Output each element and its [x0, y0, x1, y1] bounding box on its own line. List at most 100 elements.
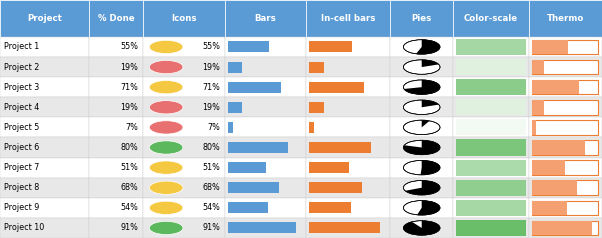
Bar — [532, 180, 577, 195]
Bar — [306, 77, 390, 97]
Bar — [529, 37, 602, 57]
Bar — [456, 139, 526, 156]
Bar — [228, 223, 296, 233]
Bar — [89, 37, 143, 57]
Bar — [306, 57, 390, 77]
Bar — [390, 117, 453, 138]
Bar — [309, 162, 349, 173]
Bar — [456, 200, 526, 216]
Bar — [306, 138, 390, 158]
Text: 91%: 91% — [202, 223, 220, 233]
Circle shape — [403, 100, 440, 114]
Bar — [529, 198, 602, 218]
Bar — [453, 77, 529, 97]
Bar — [143, 0, 225, 37]
Bar — [309, 102, 324, 113]
Bar — [143, 138, 225, 158]
Text: 71%: 71% — [202, 83, 220, 92]
Text: Project 3: Project 3 — [4, 83, 40, 92]
Wedge shape — [416, 40, 440, 54]
Bar — [225, 37, 306, 57]
Text: 19%: 19% — [120, 63, 138, 72]
Circle shape — [403, 120, 440, 135]
Bar — [532, 60, 544, 74]
Bar — [532, 201, 567, 215]
Bar — [453, 0, 529, 37]
Bar — [143, 37, 225, 57]
Bar — [0, 97, 89, 117]
Text: Project 6: Project 6 — [4, 143, 40, 152]
Text: Bars: Bars — [254, 14, 276, 23]
Wedge shape — [421, 60, 439, 67]
Bar — [225, 138, 306, 158]
Bar — [228, 41, 269, 52]
Text: 68%: 68% — [121, 183, 138, 192]
Circle shape — [149, 161, 183, 174]
Bar — [532, 100, 544, 114]
Wedge shape — [421, 160, 440, 175]
Bar — [309, 41, 352, 52]
Bar — [0, 0, 89, 37]
Bar — [306, 178, 390, 198]
Bar — [228, 182, 279, 193]
Text: Project 1: Project 1 — [4, 42, 40, 51]
Circle shape — [149, 40, 183, 54]
Bar — [89, 77, 143, 97]
Bar — [89, 198, 143, 218]
Bar — [89, 158, 143, 178]
Circle shape — [149, 181, 183, 194]
Bar — [0, 37, 89, 57]
Circle shape — [149, 60, 183, 74]
Bar — [309, 122, 314, 133]
Circle shape — [149, 141, 183, 154]
Bar — [306, 37, 390, 57]
Bar — [532, 201, 598, 215]
Bar — [529, 97, 602, 117]
Bar — [390, 138, 453, 158]
Text: 55%: 55% — [202, 42, 220, 51]
Bar — [390, 0, 453, 37]
Wedge shape — [404, 80, 440, 94]
Bar — [456, 59, 526, 75]
Bar — [532, 120, 536, 135]
Bar — [456, 220, 526, 236]
Bar — [532, 40, 568, 54]
Text: 71%: 71% — [120, 83, 138, 92]
Bar — [0, 198, 89, 218]
Bar — [309, 82, 364, 93]
Bar — [225, 158, 306, 178]
Bar — [89, 57, 143, 77]
Circle shape — [403, 221, 440, 235]
Wedge shape — [405, 180, 440, 195]
Bar — [309, 62, 324, 73]
Bar — [306, 97, 390, 117]
Circle shape — [403, 160, 440, 175]
Text: Project 2: Project 2 — [4, 63, 40, 72]
Circle shape — [403, 180, 440, 195]
Bar — [532, 140, 585, 155]
Bar — [390, 77, 453, 97]
Bar — [306, 198, 390, 218]
Circle shape — [149, 121, 183, 134]
Text: Thermo: Thermo — [547, 14, 584, 23]
Text: 54%: 54% — [120, 203, 138, 212]
Text: Project 7: Project 7 — [4, 163, 40, 172]
Bar — [532, 160, 565, 175]
Text: Project 4: Project 4 — [4, 103, 40, 112]
Bar — [532, 160, 598, 175]
Bar — [228, 162, 266, 173]
Bar — [529, 138, 602, 158]
Bar — [532, 100, 598, 114]
Text: 19%: 19% — [120, 103, 138, 112]
Bar — [309, 182, 362, 193]
Wedge shape — [421, 120, 429, 127]
Bar — [0, 117, 89, 138]
Bar — [532, 221, 592, 235]
Bar — [529, 57, 602, 77]
Circle shape — [403, 80, 440, 94]
Bar — [228, 102, 242, 113]
Bar — [89, 97, 143, 117]
Text: 7%: 7% — [126, 123, 138, 132]
Bar — [529, 218, 602, 238]
Text: 19%: 19% — [202, 103, 220, 112]
